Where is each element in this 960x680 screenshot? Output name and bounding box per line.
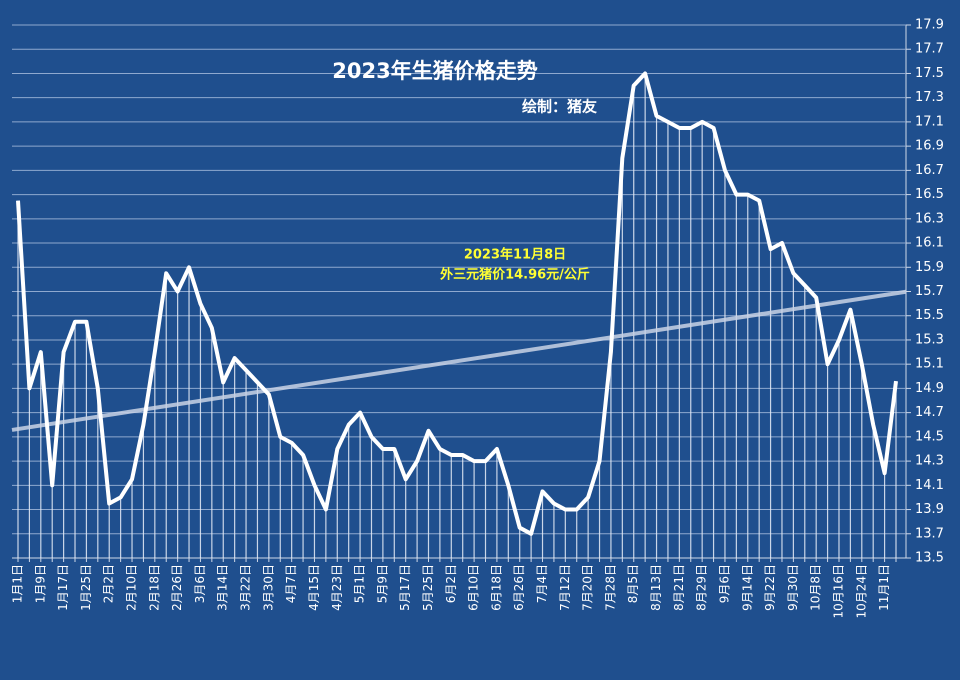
- y-tick-label: 14.3: [915, 454, 944, 469]
- y-tick-label: 16.1: [915, 236, 944, 251]
- y-tick-label: 15.9: [915, 260, 944, 275]
- trendline: [11, 289, 907, 432]
- x-tick-label: 1月25日: [79, 564, 93, 611]
- x-tick-label: 3月6日: [193, 564, 207, 603]
- y-tick-label: 14.7: [915, 405, 944, 420]
- x-tick-label: 10月24日: [854, 564, 868, 619]
- y-tick-label: 16.3: [915, 211, 944, 226]
- y-tick-label: 17.1: [915, 114, 944, 129]
- y-tick-label: 15.5: [915, 308, 944, 323]
- x-tick-label: 4月15日: [307, 564, 321, 611]
- x-tick-label: 1月9日: [33, 564, 47, 603]
- y-tick-label: 14.5: [915, 429, 944, 444]
- chart-subtitle: 绘制：猪友: [522, 98, 597, 116]
- x-tick-label: 1月17日: [56, 564, 70, 611]
- x-tick-label: 5月25日: [421, 564, 435, 611]
- x-tick-label: 6月26日: [512, 564, 526, 611]
- y-tick-label: 16.5: [915, 187, 944, 202]
- y-tick-label: 13.7: [915, 526, 944, 541]
- x-tick-label: 4月7日: [284, 564, 298, 603]
- y-tick-label: 13.5: [915, 551, 944, 566]
- x-tick-label: 5月1日: [353, 564, 367, 603]
- y-tick-label: 17.7: [915, 42, 944, 57]
- x-tick-label: 2月10日: [125, 564, 139, 611]
- x-tick-label: 5月9日: [375, 564, 389, 603]
- x-tick-label: 3月14日: [216, 564, 230, 611]
- x-tick-label: 10月8日: [809, 564, 823, 611]
- x-tick-label: 9月22日: [763, 564, 777, 611]
- x-tick-label: 9月30日: [786, 564, 800, 611]
- chart-title: 2023年生猪价格走势: [332, 59, 537, 83]
- x-tick-label: 9月14日: [740, 564, 754, 611]
- y-tick-label: 13.9: [915, 502, 944, 517]
- y-tick-label: 15.3: [915, 332, 944, 347]
- x-tick-label: 6月10日: [467, 564, 481, 611]
- y-tick-label: 16.7: [915, 163, 944, 178]
- x-tick-label: 8月13日: [649, 564, 663, 611]
- annotation: 外三元猪价14.96元/公斤: [439, 267, 590, 283]
- x-tick-label: 2月18日: [147, 564, 161, 611]
- x-tick-label: 2月2日: [102, 564, 116, 603]
- x-tick-label: 10月16日: [831, 564, 845, 619]
- y-tick-label: 15.1: [915, 357, 944, 372]
- x-tick-label: 8月29日: [695, 564, 709, 611]
- y-tick-label: 16.9: [915, 139, 944, 154]
- x-tick-label: 2月26日: [170, 564, 184, 611]
- x-tick-label: 4月23日: [330, 564, 344, 611]
- x-tick-label: 1月1日: [11, 564, 25, 603]
- x-tick-label: 7月4日: [535, 564, 549, 603]
- x-tick-label: 7月12日: [558, 564, 572, 611]
- y-tick-label: 17.3: [915, 90, 944, 105]
- x-tick-label: 7月20日: [581, 564, 595, 611]
- x-tick-label: 9月6日: [717, 564, 731, 603]
- x-tick-label: 7月28日: [603, 564, 617, 611]
- x-tick-label: 8月21日: [672, 564, 686, 611]
- y-tick-label: 14.1: [915, 478, 944, 493]
- x-tick-label: 6月2日: [444, 564, 458, 603]
- y-tick-label: 17.5: [915, 66, 944, 81]
- annotation: 2023年11月8日: [464, 247, 566, 263]
- y-tick-label: 15.7: [915, 284, 944, 299]
- x-tick-label: 3月30日: [261, 564, 275, 611]
- y-tick-label: 17.9: [915, 18, 944, 33]
- x-tick-label: 3月22日: [239, 564, 253, 611]
- x-tick-label: 5月17日: [398, 564, 412, 611]
- x-tick-label: 6月18日: [489, 564, 503, 611]
- y-tick-label: 14.9: [915, 381, 944, 396]
- x-tick-label: 11月1日: [877, 564, 891, 611]
- price-line: [16, 71, 898, 536]
- x-tick-label: 8月5日: [626, 564, 640, 603]
